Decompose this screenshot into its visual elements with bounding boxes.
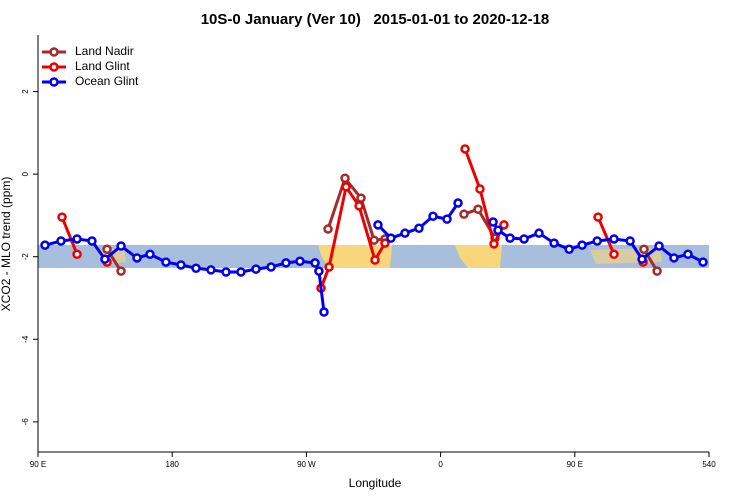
point (639, 244, 649, 255)
point (314, 266, 324, 276)
point (453, 198, 463, 208)
point (414, 223, 424, 233)
legend-marker (49, 62, 59, 72)
point (354, 201, 364, 211)
point (324, 262, 334, 272)
point (340, 173, 350, 184)
point (428, 211, 438, 222)
point (251, 264, 261, 274)
y-tick-label: 0 (21, 171, 30, 176)
point (295, 256, 305, 267)
point (319, 307, 329, 317)
point (310, 258, 320, 268)
chart-title: 10S-0 January (Ver 10) 2015-01-01 to 202… (201, 11, 550, 28)
point (370, 255, 380, 265)
x-tick-label: 0 (438, 460, 443, 469)
point (489, 239, 499, 249)
legend-label: Ocean Glint (75, 74, 139, 88)
point (87, 236, 97, 246)
point (609, 249, 619, 259)
point (549, 238, 559, 248)
point (72, 234, 82, 244)
point (577, 240, 587, 250)
legend-marker (49, 77, 59, 87)
point (592, 236, 602, 246)
point (191, 263, 201, 274)
point (698, 257, 708, 267)
y-tick-label: 2 (21, 89, 30, 94)
x-tick-label: 90 E (567, 460, 583, 469)
point (493, 225, 503, 236)
point (459, 209, 469, 219)
x-tick-label: 90 W (297, 460, 316, 469)
point (72, 249, 82, 259)
point (593, 212, 603, 222)
point (669, 253, 679, 263)
point (341, 182, 351, 192)
point (132, 253, 142, 263)
point (373, 220, 383, 230)
point (266, 262, 276, 272)
point (519, 234, 529, 244)
y-tick-label: -6 (21, 418, 30, 426)
point (116, 266, 126, 276)
point (40, 240, 50, 250)
legend-label: Land Glint (75, 59, 130, 73)
x-tick-label: 540 (702, 460, 716, 469)
point (637, 254, 647, 264)
x-axis-label: Longitude (349, 476, 402, 490)
x-tick-label: 90 E (30, 460, 46, 469)
legend-marker (49, 47, 59, 57)
y-tick-label: -2 (21, 253, 30, 261)
point (161, 257, 171, 267)
point (625, 236, 635, 246)
point (281, 258, 291, 268)
point (100, 254, 110, 264)
point (400, 228, 410, 238)
point (102, 244, 112, 255)
point (652, 266, 662, 276)
point (57, 212, 67, 222)
legend-label: Land Nadir (75, 44, 134, 58)
point (475, 184, 485, 194)
point (505, 233, 515, 243)
point (116, 241, 126, 251)
point (442, 214, 452, 224)
point (386, 233, 396, 243)
point (683, 249, 693, 259)
point (206, 265, 216, 275)
point (534, 228, 544, 238)
land-africa (455, 245, 502, 268)
point (236, 267, 246, 277)
point (488, 217, 498, 227)
point (460, 144, 470, 154)
y-axis-label: XCO2 - MLO trend (ppm) (0, 177, 13, 312)
point (369, 235, 379, 245)
point (145, 249, 155, 259)
point (654, 241, 664, 251)
point (323, 224, 333, 234)
point (176, 260, 186, 270)
point (380, 238, 390, 248)
point (221, 267, 231, 277)
point (56, 236, 66, 246)
point (356, 193, 366, 203)
point (609, 234, 619, 244)
y-tick-label: -4 (21, 335, 30, 343)
point (564, 244, 574, 255)
x-tick-label: 180 (166, 460, 180, 469)
point (499, 220, 509, 230)
point (473, 204, 483, 214)
